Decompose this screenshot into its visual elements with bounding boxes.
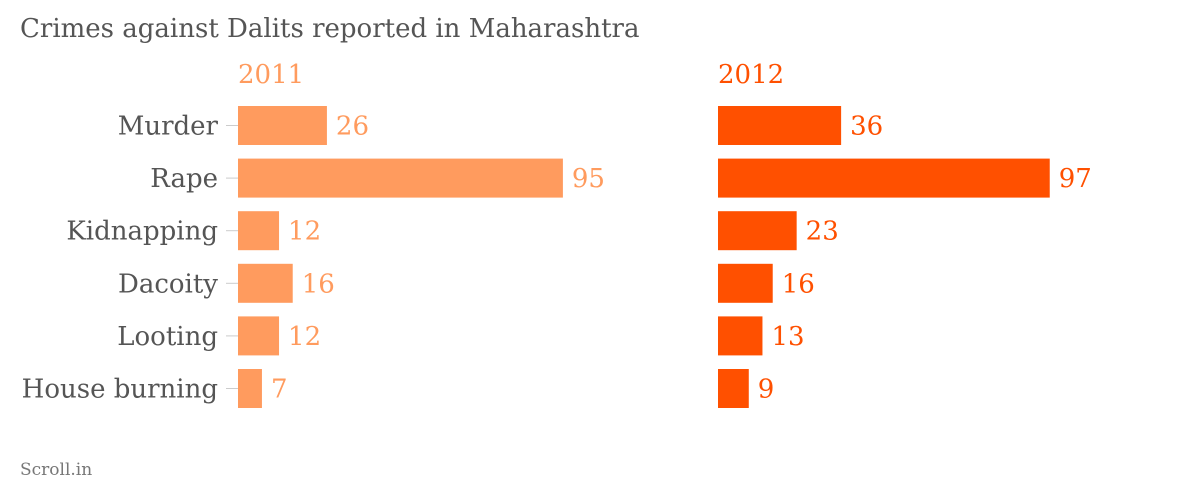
value-label-2011-kidnapping: 12 [288,217,321,247]
bar-2011-rape [238,158,563,198]
bar-2011-house-burning [238,369,262,408]
category-label-rape: Rape [150,164,218,194]
source-credit: Scroll.in [20,460,93,480]
bar-2011-murder [238,106,327,145]
bar-2012-looting [718,316,763,356]
value-label-2012-rape: 97 [1059,164,1092,194]
category-label-murder: Murder [118,112,219,142]
bar-2012-kidnapping [718,211,797,251]
bar-2012-rape [718,158,1050,198]
value-label-2011-looting: 12 [288,322,321,352]
bar-2012-murder [718,106,842,145]
value-label-2012-kidnapping: 23 [806,217,839,247]
bar-2011-looting [238,316,280,356]
bar-2012-dacoity [718,263,773,303]
category-label-kidnapping: Kidnapping [66,217,218,247]
category-label-dacoity: Dacoity [118,269,218,299]
value-label-2011-house-burning: 7 [271,375,288,405]
bar-2012-house-burning [718,369,749,408]
panel-title-2012: 2012 [718,60,785,90]
value-label-2012-looting: 13 [771,322,804,352]
value-label-2011-dacoity: 16 [302,269,335,299]
category-label-looting: Looting [117,322,218,352]
category-label-house-burning: House burning [22,375,218,405]
value-label-2011-murder: 26 [336,112,369,142]
value-label-2012-murder: 36 [850,112,883,142]
value-label-2012-house-burning: 9 [758,375,775,405]
chart-title: Crimes against Dalits reported in Mahara… [20,14,640,44]
bar-2011-kidnapping [238,211,280,251]
value-label-2011-rape: 95 [572,164,605,194]
bar-2011-dacoity [238,263,293,303]
value-label-2012-dacoity: 16 [782,269,815,299]
panel-title-2011: 2011 [238,60,305,90]
